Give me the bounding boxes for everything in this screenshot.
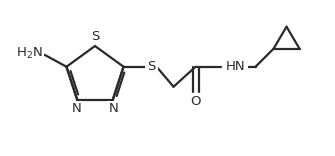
- Text: N: N: [71, 102, 81, 115]
- Text: $\mathregular{H_2N}$: $\mathregular{H_2N}$: [16, 46, 43, 61]
- Text: O: O: [190, 95, 201, 108]
- Text: S: S: [147, 60, 156, 73]
- Text: HN: HN: [225, 60, 245, 73]
- Text: H: H: [31, 47, 42, 60]
- Text: S: S: [91, 30, 99, 43]
- Text: N: N: [109, 102, 119, 115]
